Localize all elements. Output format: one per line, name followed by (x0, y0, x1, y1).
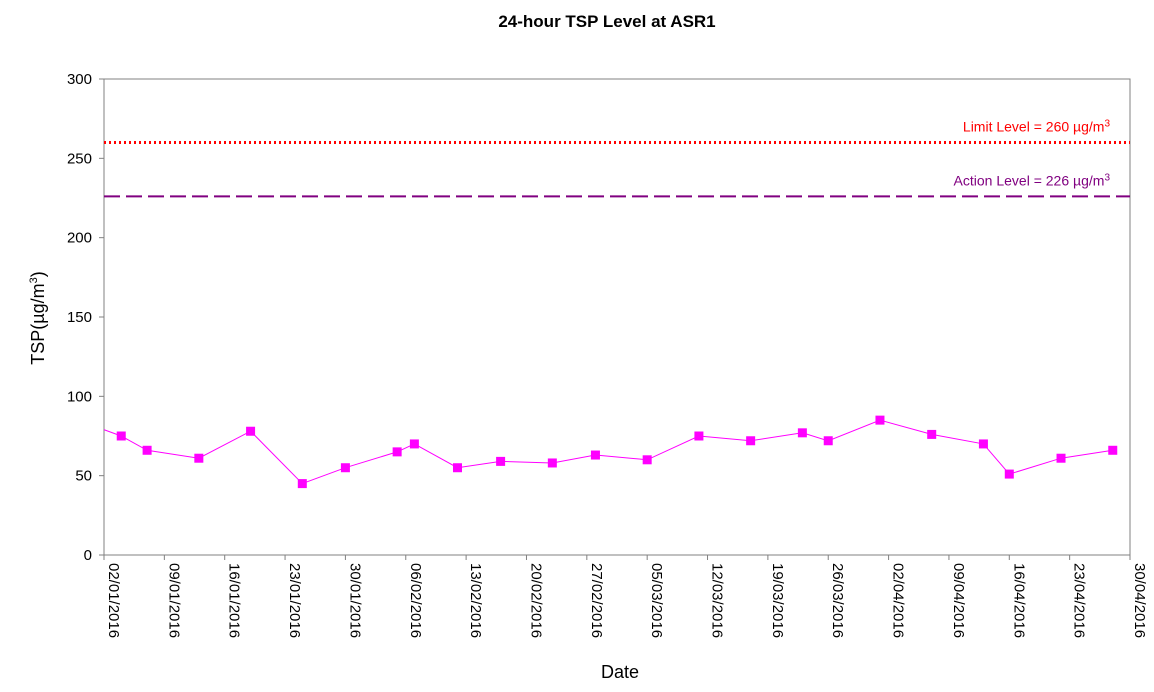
x-tick-label: 20/02/2016 (527, 563, 544, 638)
x-tick-label: 12/03/2016 (709, 563, 726, 638)
x-tick-label: 23/01/2016 (286, 563, 303, 638)
reference-line-label-text: Limit Level = 260 µg/m (963, 118, 1105, 134)
y-tick-label: 200 (67, 230, 92, 247)
y-axis-label: TSP(µg/m3) (28, 271, 48, 365)
x-tick-label: 05/03/2016 (648, 563, 665, 638)
y-axis-label-superscript: 3 (28, 277, 40, 283)
data-point-marker (340, 463, 350, 473)
x-axis: 02/01/2016 09/01/2016 16/01/2016 23/01/2016… (103, 555, 1148, 638)
x-tick-label: 26/03/2016 (829, 563, 846, 638)
data-point-marker (246, 426, 256, 436)
data-point-marker (694, 431, 704, 441)
data-point-marker (1056, 453, 1066, 463)
reference-line-label-superscript: 3 (1104, 118, 1110, 129)
data-point-marker (496, 456, 506, 466)
data-point-marker (116, 431, 126, 441)
data-point-marker (142, 445, 152, 455)
x-tick-label: 09/04/2016 (950, 563, 967, 638)
y-axis-label-text: TSP(µg/m (28, 283, 48, 364)
x-tick-label: 23/04/2016 (1071, 563, 1088, 638)
y-tick-label: 50 (75, 468, 92, 485)
chart-title: 24-hour TSP Level at ASR1 (498, 12, 715, 31)
x-tick-label: 16/01/2016 (226, 563, 243, 638)
reference-line-label-superscript: 3 (1104, 172, 1110, 183)
data-point-marker (1108, 445, 1118, 455)
reference-line-label-text: Action Level = 226 µg/m (954, 172, 1105, 188)
y-axis: 0 50 100 150 200 250 300 (67, 71, 104, 564)
data-point-marker (927, 429, 937, 439)
data-point-marker (875, 415, 885, 425)
data-point-marker (194, 453, 204, 463)
x-tick-label: 02/01/2016 (105, 563, 122, 638)
y-tick-label: 150 (67, 309, 92, 326)
reference-line-label: Action Level = 226 µg/m3 (954, 172, 1111, 188)
data-point-marker (547, 458, 557, 468)
x-tick-label: 13/02/2016 (467, 563, 484, 638)
data-point-marker (1004, 469, 1014, 479)
x-tick-label: 02/04/2016 (890, 563, 907, 638)
x-tick-label: 19/03/2016 (769, 563, 786, 638)
series-layer (104, 415, 1118, 489)
data-point-marker (823, 436, 833, 446)
x-tick-label: 30/04/2016 (1131, 563, 1148, 638)
y-tick-label: 0 (84, 547, 92, 564)
x-axis-label: Date (601, 662, 639, 682)
data-point-marker (409, 439, 419, 449)
data-point-marker (392, 447, 402, 457)
x-tick-label: 06/02/2016 (407, 563, 424, 638)
x-tick-label: 09/01/2016 (165, 563, 182, 638)
x-tick-label: 30/01/2016 (346, 563, 363, 638)
x-tick-label: 16/04/2016 (1010, 563, 1027, 638)
series-line (104, 419, 1113, 485)
reference-line-label: Limit Level = 260 µg/m3 (963, 118, 1111, 134)
data-point-marker (746, 436, 756, 446)
x-tick-label: 27/02/2016 (588, 563, 605, 638)
y-tick-label: 100 (67, 388, 92, 405)
data-point-marker (797, 428, 807, 438)
data-point-marker (590, 450, 600, 460)
data-point-marker (452, 463, 462, 473)
y-axis-label-suffix: ) (28, 271, 48, 277)
plot-area (103, 78, 1131, 556)
y-tick-label: 250 (67, 150, 92, 167)
data-point-marker (978, 439, 988, 449)
y-tick-label: 300 (67, 71, 92, 88)
data-point-marker (642, 455, 652, 465)
data-point-marker (297, 479, 307, 489)
